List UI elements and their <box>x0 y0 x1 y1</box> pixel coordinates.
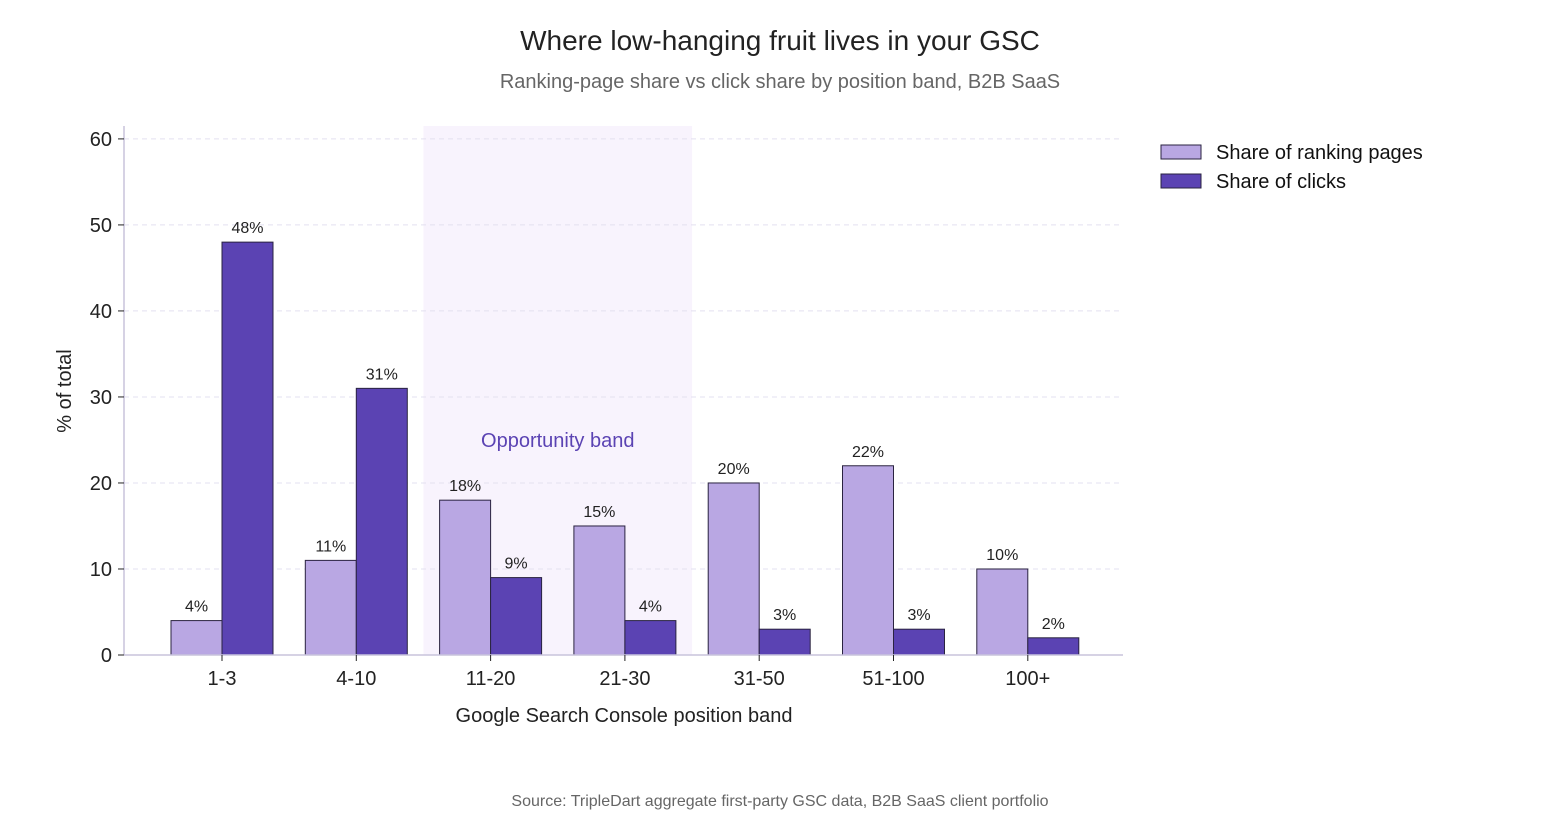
y-axis-label: % of total <box>54 349 76 432</box>
x-tick-label: 100+ <box>1005 668 1050 690</box>
data-label: 2% <box>1042 616 1065 633</box>
bar <box>355 387 408 656</box>
x-tick-label: 1-3 <box>208 668 237 690</box>
bar <box>221 241 274 656</box>
data-label: 48% <box>231 220 263 237</box>
bar <box>893 628 945 656</box>
bar <box>304 559 357 656</box>
y-tick-label: 10 <box>90 559 112 581</box>
bar <box>1027 637 1080 656</box>
bar <box>758 628 811 656</box>
bar <box>624 620 677 656</box>
x-tick-label: 31-50 <box>734 668 785 690</box>
y-tick-label: 0 <box>101 645 112 667</box>
bar <box>490 577 543 656</box>
data-label: 11% <box>315 538 346 555</box>
bar-layer <box>170 241 1080 656</box>
x-tick-label: 11-20 <box>466 668 516 690</box>
data-label: 22% <box>852 444 884 461</box>
bar <box>170 620 223 656</box>
bar <box>976 568 1029 656</box>
data-label: 3% <box>773 607 796 624</box>
chart-title: Where low-hanging fruit lives in your GS… <box>520 25 1040 56</box>
data-label: 15% <box>583 504 615 521</box>
legend-label: Share of ranking pages <box>1216 142 1423 164</box>
y-tick-label: 40 <box>90 301 112 323</box>
data-label: 4% <box>639 599 662 616</box>
data-label: 4% <box>185 599 208 616</box>
data-label: 20% <box>718 461 750 478</box>
bar <box>439 499 492 656</box>
x-tick-label: 4-10 <box>336 668 376 690</box>
bar <box>842 465 894 656</box>
data-label: 9% <box>505 556 528 573</box>
data-label: 3% <box>907 607 930 624</box>
y-tick-label: 30 <box>90 387 112 409</box>
legend-swatch <box>1160 144 1202 160</box>
data-label-layer: 4% 11% 18% 15% 20% 22% 10% 48% 31% 9% 4% 3% 3% 2% <box>185 220 1065 633</box>
data-label: 31% <box>366 366 398 383</box>
y-tick-label: 60 <box>90 129 112 151</box>
bar <box>707 482 760 656</box>
highlight-band-label: Opportunity band <box>481 430 634 452</box>
bar <box>573 525 626 656</box>
x-tick-label: 51-100 <box>862 668 924 690</box>
data-label: 18% <box>449 478 481 495</box>
axis-layer: 0 10 20 30 40 50 60 1-3 4-10 11-20 21-30 31-50 51-10… <box>90 126 1123 690</box>
y-tick-label: 20 <box>90 473 112 495</box>
chart-subtitle: Ranking-page share vs click share by pos… <box>500 71 1060 93</box>
x-axis-label: Google Search Console position band <box>456 705 793 727</box>
data-label: 10% <box>986 547 1018 564</box>
y-tick-label: 50 <box>90 215 112 237</box>
source-note: Source: TripleDart aggregate first-party… <box>511 793 1048 810</box>
legend: Share of ranking pages Share of clicks <box>1160 142 1423 193</box>
x-tick-label: 21-30 <box>599 668 650 690</box>
legend-label: Share of clicks <box>1216 171 1346 193</box>
legend-swatch <box>1160 173 1202 189</box>
